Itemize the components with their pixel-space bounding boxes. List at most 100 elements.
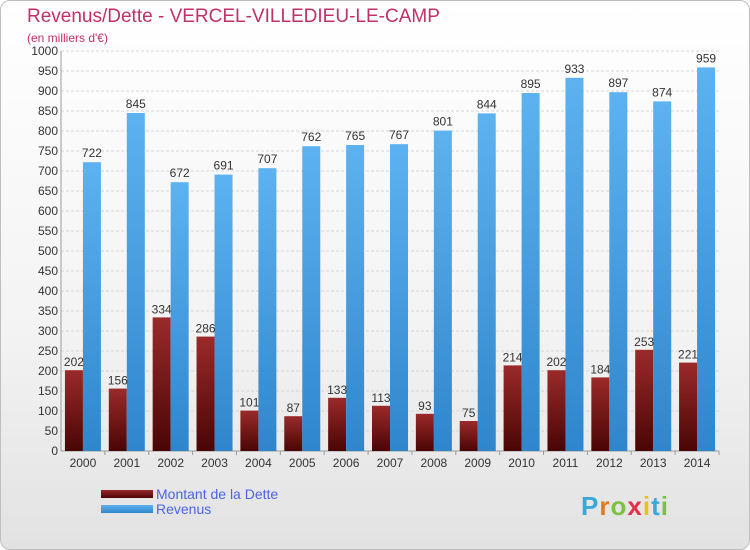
bar-revenus — [477, 113, 496, 452]
chart-subtitle: (en milliers d'€) — [27, 31, 108, 45]
bar-debt — [503, 365, 522, 451]
bar-revenus — [346, 145, 365, 451]
bar-revenus — [697, 67, 716, 452]
y-tick-label: 50 — [45, 424, 59, 438]
y-tick-label: 600 — [38, 204, 58, 218]
x-tick-label: 2012 — [596, 456, 623, 470]
y-tick-label: 1000 — [31, 44, 58, 58]
data-label-debt: 202 — [64, 355, 84, 369]
bar-debt — [284, 416, 303, 451]
bar-revenus — [653, 101, 672, 452]
data-label-revenus: 897 — [608, 76, 628, 90]
y-tick-label: 200 — [38, 364, 58, 378]
data-label-revenus: 707 — [257, 152, 277, 166]
y-tick-label: 650 — [38, 184, 58, 198]
data-label-debt: 113 — [371, 391, 390, 405]
data-label-debt: 133 — [327, 383, 347, 397]
y-tick-label: 400 — [38, 284, 58, 298]
bar-debt — [372, 405, 390, 451]
bar-debt — [591, 377, 610, 451]
y-tick-label: 850 — [38, 104, 58, 118]
labels-layer: 0 50 100 150 200 250 300 350 400 450 500 550 600 650 7… — [31, 44, 716, 470]
x-tick-label: 2013 — [640, 456, 667, 470]
data-label-revenus: 844 — [477, 97, 497, 111]
bar-revenus — [565, 77, 584, 452]
legend-swatch-revenus — [101, 505, 153, 513]
data-label-debt: 286 — [196, 322, 216, 336]
bar-debt — [635, 349, 654, 451]
bar-debt — [240, 410, 259, 451]
logo-letter: r — [599, 491, 611, 521]
data-label-debt: 156 — [108, 374, 128, 388]
data-label-debt: 214 — [503, 350, 523, 364]
y-tick-label: 800 — [38, 124, 58, 138]
x-tick-label: 2010 — [508, 456, 535, 470]
logo-letter: x — [627, 491, 643, 521]
y-tick-label: 950 — [38, 64, 58, 78]
data-label-revenus: 874 — [652, 85, 672, 99]
bar-debt — [108, 388, 127, 451]
bar-revenus — [302, 146, 321, 451]
y-tick-label: 300 — [38, 324, 58, 338]
legend-label-debt: Montant de la Dette — [156, 486, 279, 502]
logo-letter: i — [642, 491, 652, 521]
x-tick-label: 2011 — [553, 456, 579, 470]
data-label-debt: 87 — [287, 401, 301, 415]
bars-layer — [64, 67, 716, 452]
proxiti-logo: Proxiti — [581, 491, 669, 522]
x-tick-label: 2005 — [289, 456, 316, 470]
x-tick-label: 2003 — [201, 456, 228, 470]
x-tick-label: 2008 — [421, 456, 448, 470]
x-tick-label: 2001 — [113, 456, 140, 470]
bar-revenus — [390, 144, 408, 451]
data-label-revenus: 762 — [301, 130, 321, 144]
logo-letter: P — [581, 491, 600, 521]
y-tick-label: 550 — [38, 224, 58, 238]
x-tick-label: 2000 — [70, 456, 97, 470]
y-tick-label: 500 — [38, 244, 58, 258]
logo-letter: o — [610, 491, 628, 521]
data-label-debt: 253 — [634, 335, 654, 349]
data-label-debt: 184 — [590, 362, 610, 376]
y-tick-label: 350 — [38, 304, 58, 318]
bar-debt — [64, 370, 83, 451]
x-tick-label: 2014 — [684, 456, 711, 470]
bar-debt — [679, 362, 698, 451]
data-label-revenus: 722 — [82, 146, 102, 160]
bar-debt — [415, 413, 434, 451]
data-label-revenus: 767 — [389, 128, 409, 142]
x-tick-label: 2006 — [333, 456, 360, 470]
logo-letter: t — [651, 491, 661, 521]
logo-letter: i — [660, 491, 669, 521]
bar-revenus — [433, 130, 452, 451]
data-label-revenus: 959 — [696, 51, 716, 65]
data-label-revenus: 672 — [170, 166, 190, 180]
data-label-revenus: 765 — [345, 129, 365, 143]
legend-label-revenus: Revenus — [156, 501, 212, 517]
bar-revenus — [170, 182, 189, 451]
x-tick-label: 2009 — [464, 456, 491, 470]
y-tick-label: 450 — [38, 264, 58, 278]
data-label-debt: 75 — [462, 406, 476, 420]
bar-debt — [328, 397, 347, 451]
bar-debt — [547, 370, 566, 451]
data-label-revenus: 933 — [564, 62, 584, 76]
data-label-revenus: 895 — [521, 77, 541, 91]
y-tick-label: 900 — [38, 84, 58, 98]
legend-swatch-debt — [101, 490, 153, 498]
chart-title: Revenus/Dette - VERCEL-VILLEDIEU-LE-CAMP — [27, 6, 440, 27]
data-label-debt: 202 — [546, 355, 566, 369]
y-tick-label: 250 — [38, 344, 58, 358]
bar-revenus — [126, 113, 145, 451]
data-label-revenus: 801 — [433, 115, 453, 129]
bar-revenus — [609, 92, 628, 451]
x-tick-label: 2004 — [245, 456, 272, 470]
y-tick-label: 150 — [38, 384, 58, 398]
y-tick-label: 700 — [38, 164, 58, 178]
bar-revenus — [214, 174, 233, 451]
y-tick-label: 0 — [51, 444, 58, 458]
y-tick-label: 100 — [38, 404, 58, 418]
data-label-revenus: 845 — [126, 97, 146, 111]
